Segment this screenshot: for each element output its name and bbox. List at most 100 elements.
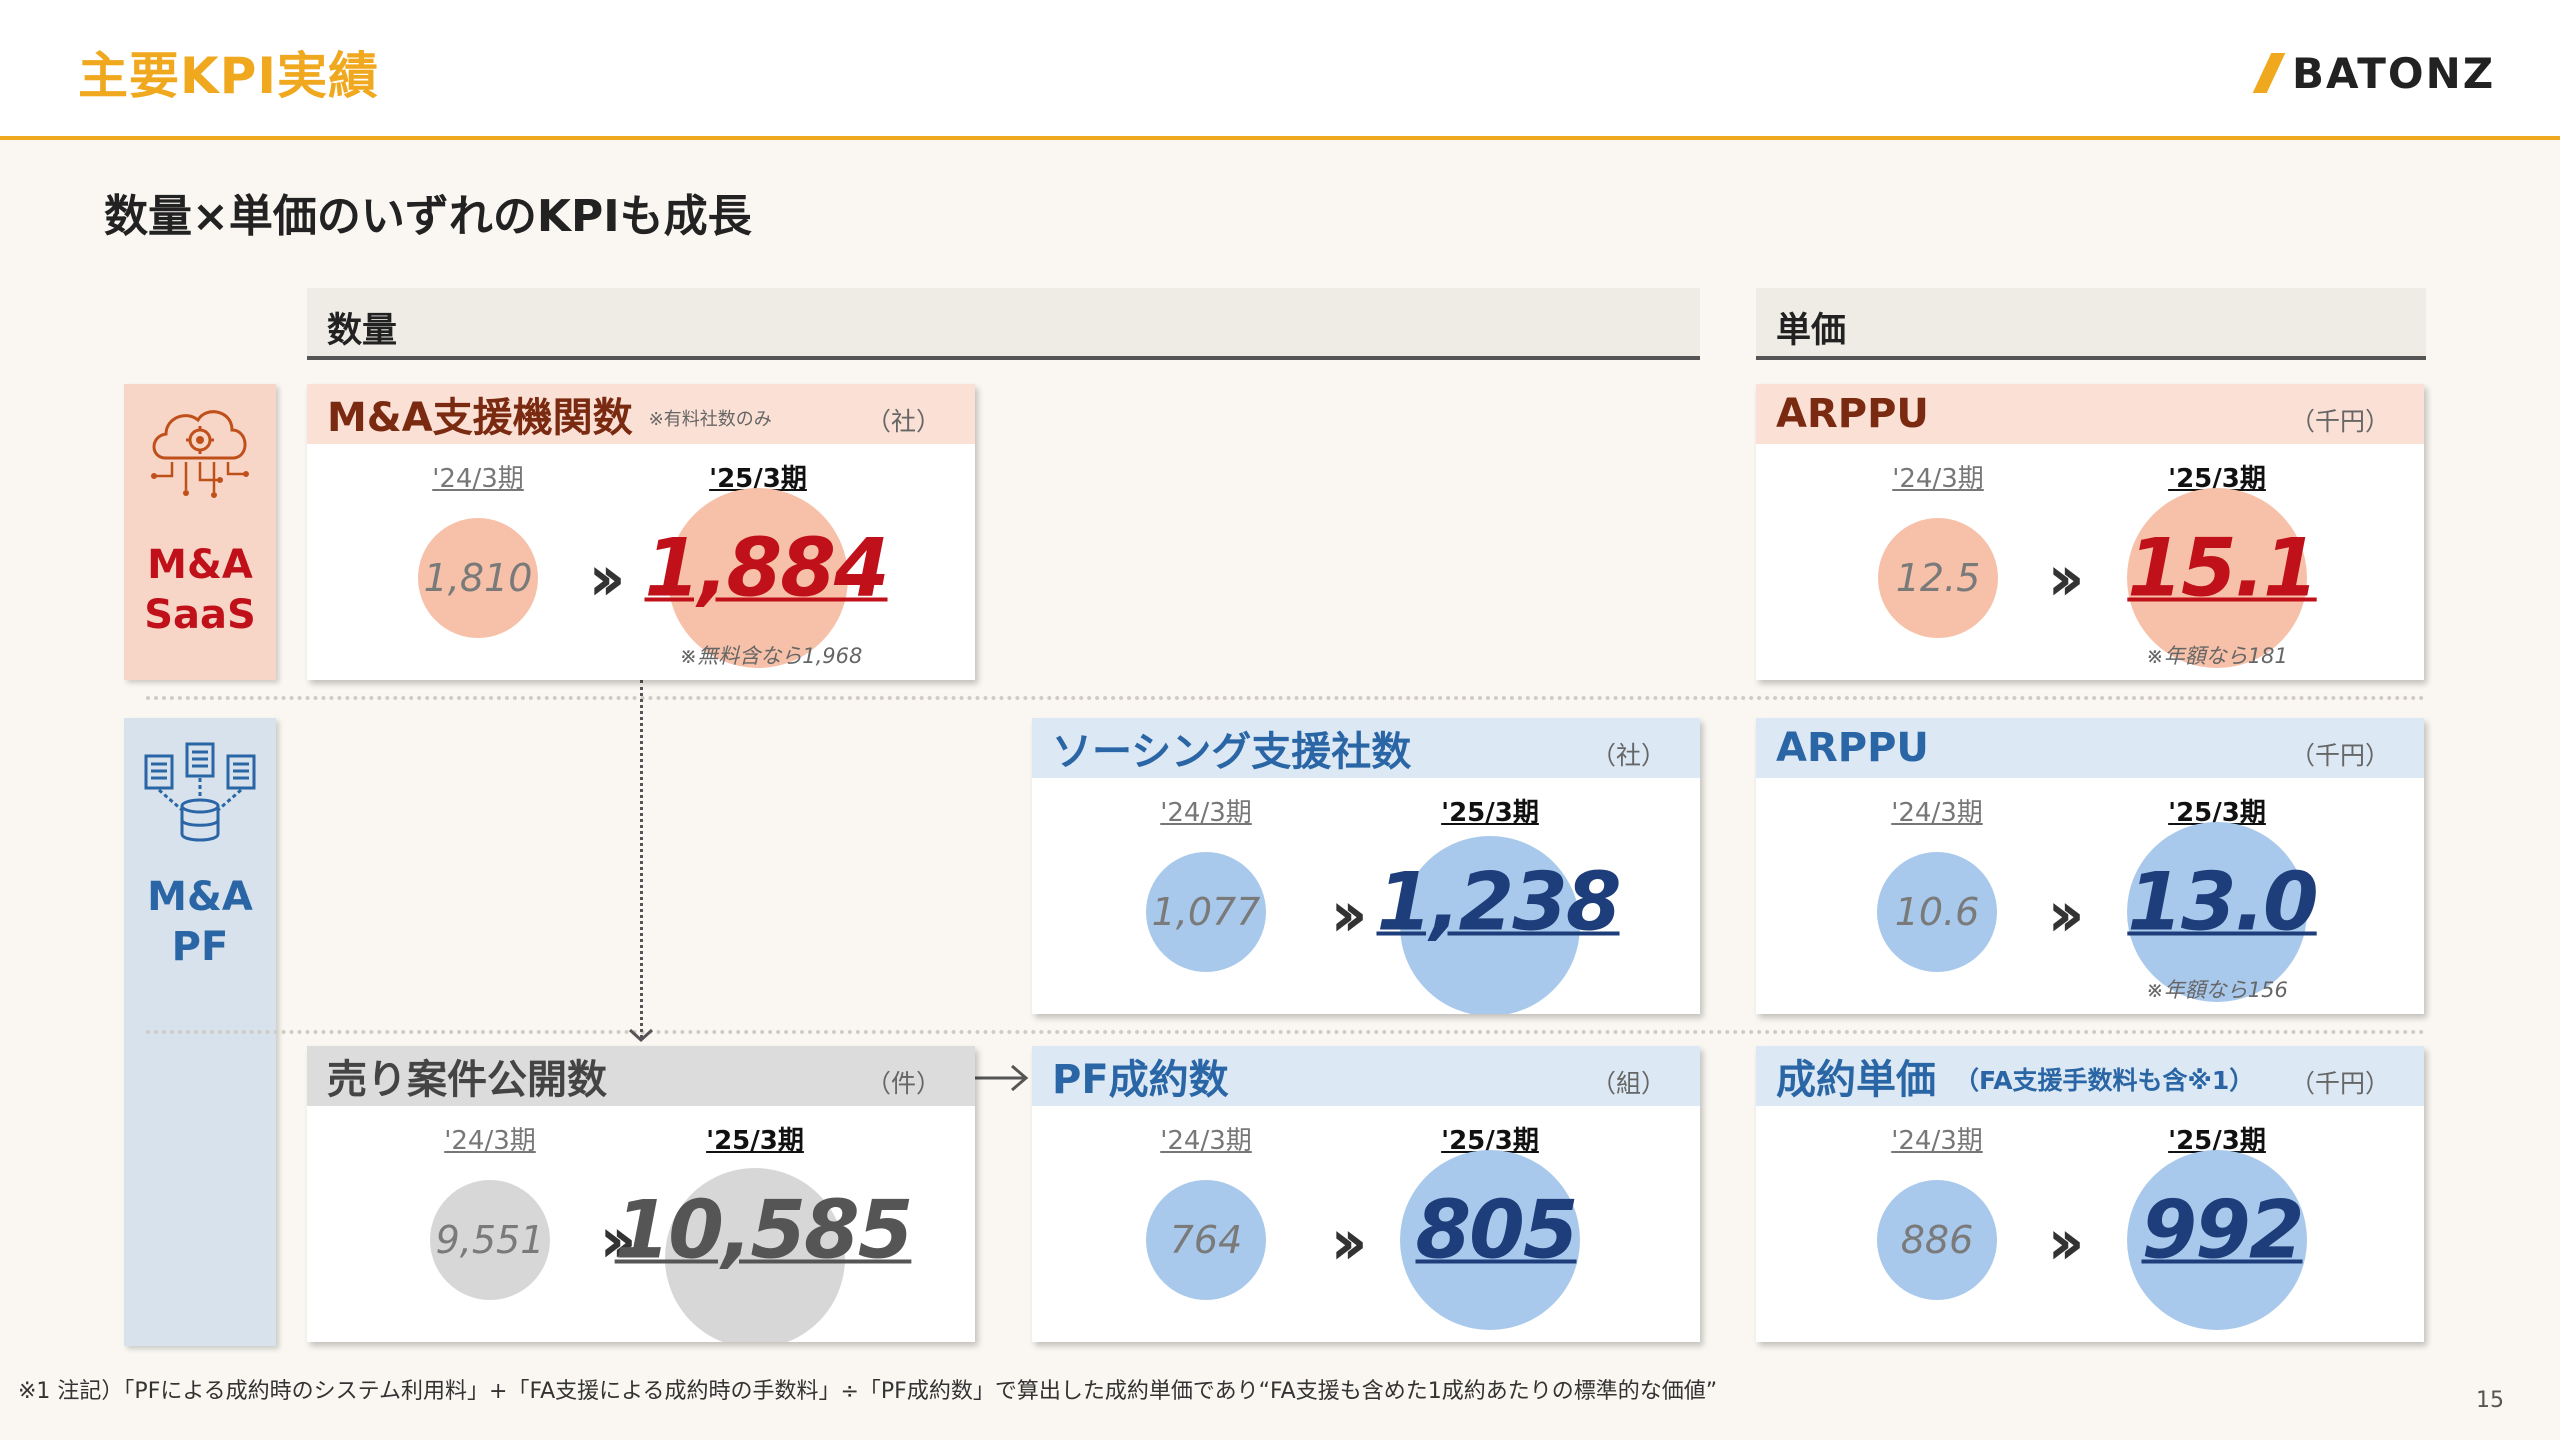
card-unit: （社） [1590,741,1666,770]
cur-circle [1400,836,1580,1014]
period-prev-label: '24/3期 [1160,1126,1252,1156]
slide-subtitle: 数量×単価のいずれのKPIも成長 [104,191,752,242]
cur-value: 10,585 [614,1183,914,1277]
growth-arrow: ›› [1330,1205,1367,1279]
cur-circle [1400,1150,1580,1330]
card-title: ARPPU [1776,391,1929,437]
prev-circle [1878,518,1998,638]
card-unit: （千円） [2289,407,2390,436]
period-prev-label: '24/3期 [444,1126,536,1156]
card-unit: （千円） [2289,1069,2390,1098]
card-pf-arppu: ARPPU （千円） '24/3期 '25/3期 10.6 ›› 13.0 ※年… [1756,718,2424,1014]
growth-arrow: ›› [2047,541,2084,615]
prev-circle [430,1180,550,1300]
card-header: M&A支援機関数 ※有料社数のみ （社） [307,384,975,444]
prev-value: 886 [1900,1218,1974,1262]
column-header-quantity: 数量 [307,288,1700,360]
card-body: '24/3期 '25/3期 886 ›› 992 [1756,1106,2424,1342]
card-pf-deals: PF成約数 （組） '24/3期 '25/3期 764 ›› 805 [1032,1046,1700,1342]
card-title: 売り案件公開数 [327,1057,607,1103]
cur-circle [2127,1150,2307,1330]
arrow-right-icon [974,1064,1029,1092]
prev-circle [418,518,538,638]
header-bar [0,0,2560,140]
period-prev-label: '24/3期 [1891,798,1983,828]
card-header: ARPPU （千円） [1756,384,2424,444]
card-header: PF成約数 （組） [1032,1046,1700,1106]
cur-value: 15.1 [2127,521,2318,615]
card-body: '24/3期 '25/3期 12.5 ›› 15.1 ※年額なら181 [1756,444,2424,680]
growth-arrow: ›› [588,541,625,615]
card-header: ソーシング支援社数 （社） [1032,718,1700,778]
card-ma-support-institutions: M&A支援機関数 ※有料社数のみ （社） '24/3期 '25/3期 1,810… [307,384,975,680]
cur-footnote: ※年額なら156 [2146,978,2288,1002]
column-header-unit-price: 単価 [1756,288,2426,360]
card-note: ※有料社数のみ [648,409,772,430]
footer-note: ※1 注記）「PFによる成約時のシステム利用料」+「FA支援による成約時の手数料… [18,1379,1718,1404]
prev-circle [1877,852,1997,972]
card-deal-unit-price: 成約単価 （FA支援手数料も含※1） （千円） '24/3期 '25/3期 88… [1756,1046,2424,1342]
cur-value: 13.0 [2127,855,2318,949]
prev-value: 1,077 [1151,890,1261,934]
side-label-ma-pf: M&A PF [147,874,253,970]
card-body: '24/3期 '25/3期 1,810 ›› 1,884 ※無料含なら1,968 [307,444,975,680]
prev-circle [1146,1180,1266,1300]
cur-circle [665,1168,845,1342]
growth-arrow: ›› [1330,877,1367,951]
prev-circle [1146,852,1266,972]
cur-value: 1,884 [644,521,889,615]
period-prev-label: '24/3期 [1160,798,1252,828]
prev-value: 10.6 [1894,890,1980,934]
card-sourcing-support: ソーシング支援社数 （社） '24/3期 '25/3期 1,077 ›› 1,2… [1032,718,1700,1014]
cur-circle [2127,488,2307,668]
card-title: 成約単価 [1776,1057,1936,1103]
flow-line-vertical [640,680,643,1038]
growth-arrow: ›› [2047,1205,2084,1279]
cloud-settings-icon [151,410,249,498]
cur-circle [2127,822,2307,1002]
card-sale-listings: 売り案件公開数 （件） '24/3期 '25/3期 9,551 ›› 10,58… [307,1046,975,1342]
documents-database-icon [144,742,256,842]
prev-value: 764 [1169,1218,1243,1262]
card-unit: （件） [865,1069,941,1098]
cur-circle [668,488,848,668]
side-panel-ma-saas: M&A SaaS [124,384,276,680]
cur-value: 1,238 [1376,855,1621,949]
card-body: '24/3期 '25/3期 764 ›› 805 [1032,1106,1700,1342]
prev-circle [1877,1180,1997,1300]
card-unit: （社） [865,407,941,436]
prev-value: 12.5 [1895,556,1981,600]
prev-value: 1,810 [423,556,533,600]
cur-footnote: ※無料含なら1,968 [679,644,863,668]
card-header: ARPPU （千円） [1756,718,2424,778]
card-title: M&A支援機関数 [327,395,633,441]
chevron-down-icon [628,1028,654,1043]
row-divider-top [146,696,2426,700]
card-subtitle: （FA支援手数料も含※1） [1954,1066,2255,1095]
card-unit: （千円） [2289,741,2390,770]
batonz-logo: BATONZ [2252,48,2496,98]
page-number: 15 [2476,1388,2504,1413]
card-body: '24/3期 '25/3期 1,077 ›› 1,238 [1032,778,1700,1014]
row-divider-bottom [146,1030,2426,1034]
card-title: ソーシング支援社数 [1052,729,1412,775]
side-label-ma-saas: M&A SaaS [144,542,256,638]
page-title: 主要KPI実績 [78,47,379,105]
period-prev-label: '24/3期 [1891,1126,1983,1156]
period-cur-label: '25/3期 [706,1126,804,1156]
card-header: 成約単価 （FA支援手数料も含※1） （千円） [1756,1046,2424,1106]
card-body: '24/3期 '25/3期 9,551 ›› 10,585 [307,1106,975,1342]
prev-value: 9,551 [435,1218,545,1262]
growth-arrow: ›› [2047,877,2084,951]
card-title: PF成約数 [1052,1057,1229,1103]
card-saas-arppu: ARPPU （千円） '24/3期 '25/3期 12.5 ›› 15.1 ※年… [1756,384,2424,680]
card-title: ARPPU [1776,725,1929,771]
period-prev-label: '24/3期 [1892,464,1984,494]
cur-value: 805 [1415,1183,1579,1277]
logo-text: BATONZ [2292,48,2496,98]
period-cur-label: '25/3期 [1441,798,1539,828]
period-prev-label: '24/3期 [432,464,524,494]
cur-value: 992 [2141,1183,2305,1277]
card-header: 売り案件公開数 （件） [307,1046,975,1106]
cur-footnote: ※年額なら181 [2146,644,2288,668]
